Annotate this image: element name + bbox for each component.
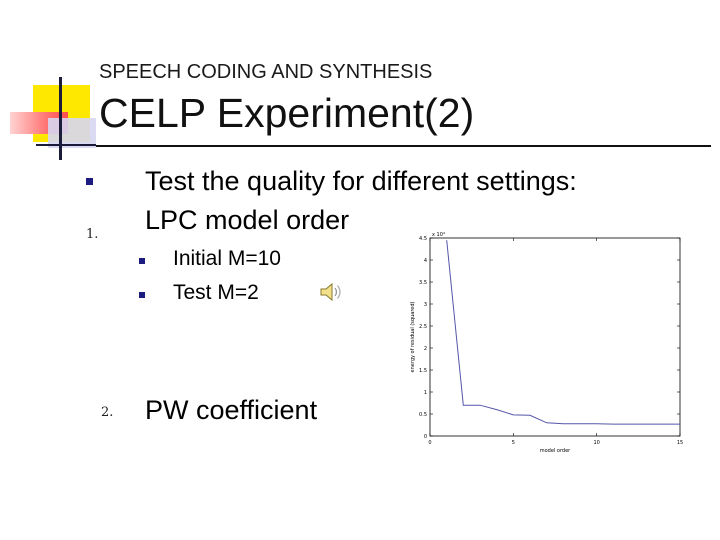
series-line-0 [446,240,680,425]
y-tick-label: 4.5 [419,236,427,242]
decor-vertical-line [59,77,62,160]
residual-energy-chart: 0 0.5 1 1.5 2 2.5 3 3.5 4 4.5 0 5 10 15 model order ene… [400,228,690,458]
x-tick-label: 15 [677,440,683,446]
plot-frame [429,237,681,437]
x-tick-label: 10 [593,440,599,446]
decor-horizontal-line [36,144,96,146]
y-multiplier-label: x 10⁴ [432,232,445,238]
blue-decor-block [48,118,96,148]
list-item-intro: Test the quality for different settings: [145,166,577,196]
y-tick-label: 3.5 [419,280,427,286]
y-axis-label: energy of residual (squared) [410,301,416,372]
x-tick-label: 5 [512,440,515,446]
y-tick-label: 2.5 [419,324,427,330]
square-bullet-icon [139,258,145,264]
list-item-pw: PW coefficient [145,395,318,425]
list-item-lpc: LPC model order [145,205,350,235]
slide-title: CELP Experiment(2) [99,90,475,136]
y-tick-label: 0.5 [419,412,427,418]
sub-item-test: Test M=2 [173,281,259,304]
list-number-1: 1. [86,227,99,242]
sub-item-initial: Initial M=10 [173,247,281,270]
speaker-icon[interactable] [318,281,344,303]
y-tick-label: 0 [424,434,427,440]
square-bullet-icon [86,178,93,185]
square-bullet-icon [139,292,145,298]
title-rule [96,145,711,147]
y-tick-label: 2 [424,346,427,352]
y-tick-label: 4 [424,258,427,264]
y-tick-label: 3 [424,302,427,308]
list-number-2: 2. [101,405,114,420]
y-tick-label: 1.5 [419,368,427,374]
slide-kicker: SPEECH CODING AND SYNTHESIS [99,61,433,83]
y-tick-label: 1 [424,390,427,396]
x-tick-label: 0 [428,440,431,446]
x-axis-label: model order [540,448,571,454]
